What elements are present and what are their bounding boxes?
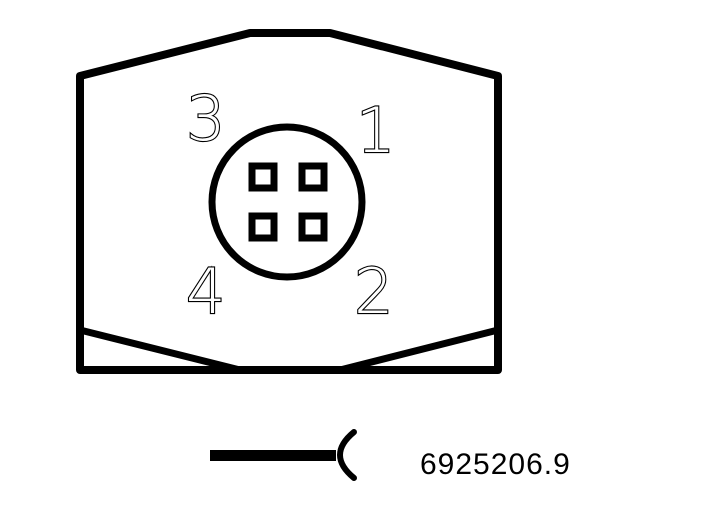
pin-label-4: 4	[186, 255, 225, 328]
pin-socket-2	[298, 212, 328, 242]
pin-socket-4	[248, 212, 278, 242]
housing-bottom-chamfer	[76, 326, 502, 374]
pin-label-1: 1	[356, 94, 395, 167]
pin-socket-1	[298, 162, 328, 192]
part-number: 6925206.9	[420, 448, 571, 481]
pin-label-2: 2	[354, 255, 393, 328]
pin-label-3: 3	[186, 82, 225, 155]
cable-line	[210, 450, 336, 461]
cable-end-arc	[337, 429, 357, 481]
pin-socket-3	[248, 162, 278, 192]
pin-face-circle	[208, 123, 366, 281]
